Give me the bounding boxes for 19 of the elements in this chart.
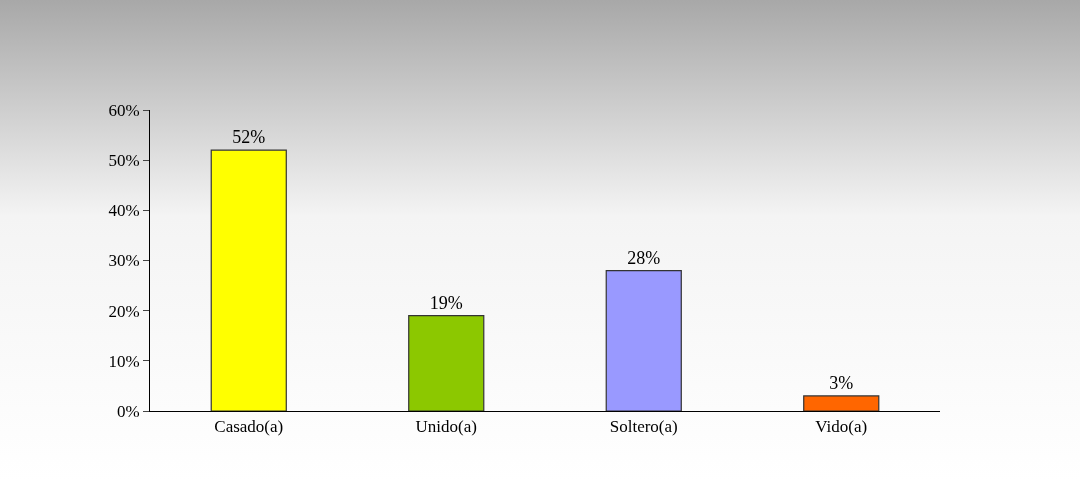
data-label: 19% bbox=[429, 292, 463, 313]
bar bbox=[605, 269, 682, 411]
data-label: 3% bbox=[829, 372, 854, 393]
x-tick-label: Casado(a) bbox=[214, 417, 284, 437]
y-tick-label: 60% bbox=[108, 100, 140, 120]
x-tick-label: Soltero(a) bbox=[609, 417, 678, 437]
y-tick-label: 10% bbox=[108, 351, 140, 371]
y-tick-label: 30% bbox=[108, 251, 140, 271]
y-tick-label: 40% bbox=[108, 201, 140, 221]
bar bbox=[803, 395, 880, 411]
bar bbox=[408, 315, 485, 411]
data-label: 28% bbox=[627, 247, 661, 268]
y-tick-label: 20% bbox=[108, 301, 140, 321]
data-label: 52% bbox=[232, 127, 266, 148]
bar bbox=[210, 149, 287, 411]
y-tick-label: 0% bbox=[116, 401, 140, 421]
x-tick-label: Vido(a) bbox=[815, 417, 868, 437]
y-tick-label: 50% bbox=[108, 151, 140, 171]
x-tick-label: Unido(a) bbox=[415, 417, 477, 437]
